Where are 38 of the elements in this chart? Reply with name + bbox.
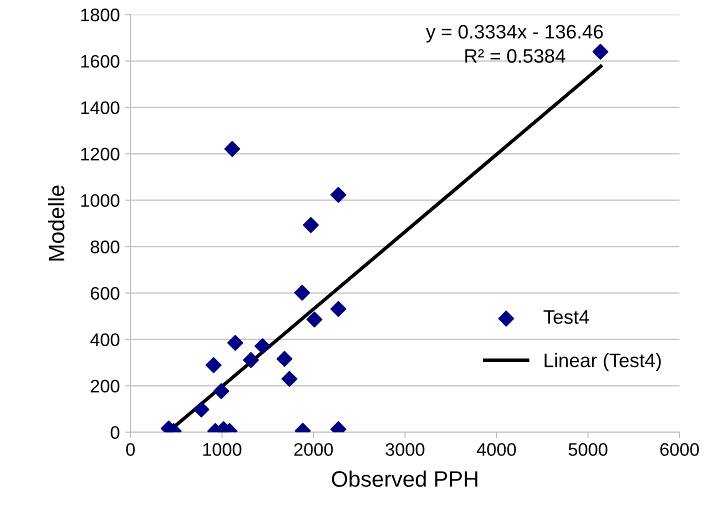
annotation: y = 0.3334x - 136.46 bbox=[426, 24, 603, 42]
y-tick-label: 1800 bbox=[81, 8, 120, 22]
y-tick-label: 1000 bbox=[81, 194, 120, 207]
legend-label: Test4 bbox=[544, 310, 590, 324]
legend-label: Linear (Test4) bbox=[544, 352, 661, 372]
x-tick-label: 6000 bbox=[660, 443, 699, 456]
y-tick-label: 1600 bbox=[81, 54, 120, 68]
y-tick-label: 200 bbox=[90, 380, 120, 393]
y-tick-label: 800 bbox=[90, 240, 120, 254]
point bbox=[592, 44, 608, 60]
y-axis-title: Modelle bbox=[48, 185, 64, 260]
point bbox=[276, 350, 292, 367]
x-tick-label: 3000 bbox=[386, 443, 424, 456]
x-tick-label: 5000 bbox=[568, 443, 608, 456]
point bbox=[330, 186, 346, 203]
point bbox=[302, 217, 319, 234]
annotation: R² = 0.5384 bbox=[465, 49, 566, 63]
point bbox=[294, 284, 310, 301]
point bbox=[330, 301, 346, 317]
point bbox=[206, 357, 222, 374]
y-tick-label: 600 bbox=[90, 286, 120, 300]
point bbox=[254, 338, 270, 354]
point bbox=[224, 140, 240, 157]
point bbox=[213, 383, 230, 400]
x-tick-label: 1000 bbox=[203, 443, 242, 456]
y-tick-label: 1400 bbox=[81, 101, 120, 114]
point bbox=[193, 402, 210, 418]
y-tick-label: 1200 bbox=[81, 148, 120, 161]
y-tick-label: 400 bbox=[90, 333, 120, 346]
point bbox=[227, 334, 244, 351]
point bbox=[281, 370, 298, 387]
y-tick-label: 0 bbox=[110, 426, 120, 439]
point bbox=[306, 311, 322, 328]
x-tick-label: 4000 bbox=[476, 443, 516, 456]
x-tick-label: 0 bbox=[126, 443, 135, 456]
point bbox=[242, 352, 259, 368]
x-tick-label: 2000 bbox=[294, 443, 333, 456]
x-axis-title: Observed PPH bbox=[332, 470, 478, 487]
